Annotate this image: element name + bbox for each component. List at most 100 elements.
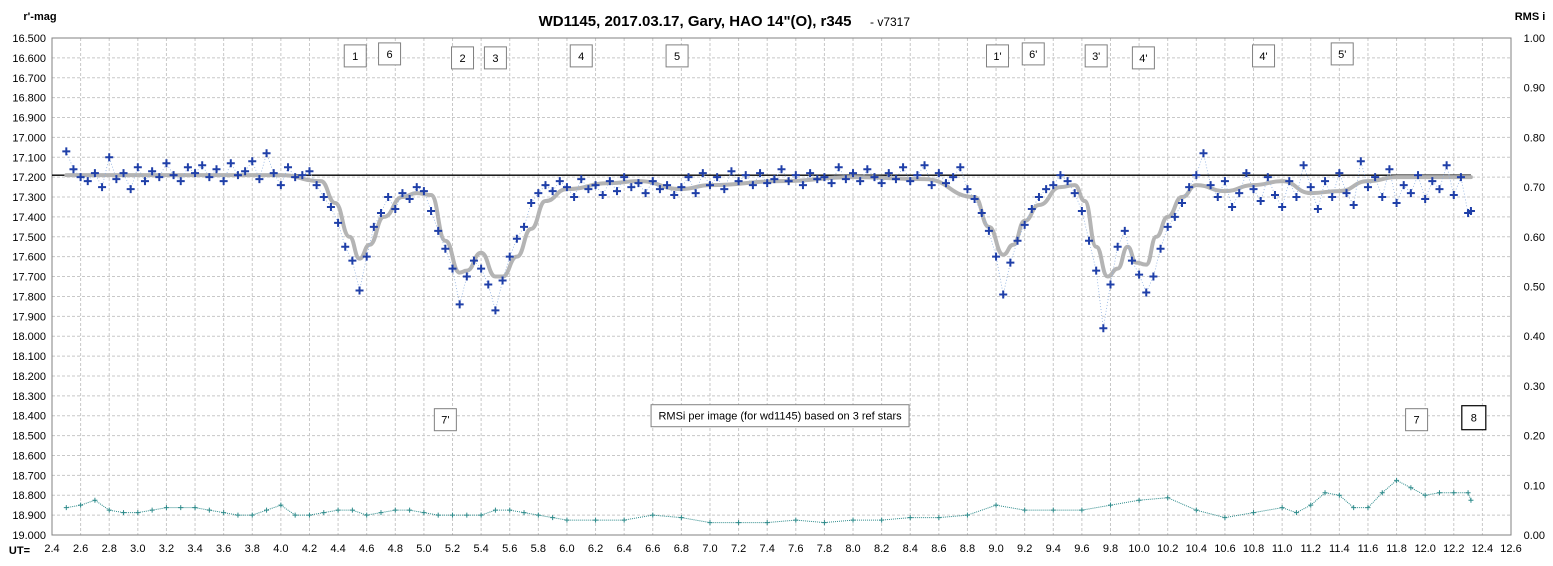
data-point [226,159,235,168]
data-point [984,226,993,235]
data-point [1313,204,1322,213]
y-tick-label: 17.100 [12,152,46,164]
x-tick-label: 3.8 [245,543,260,555]
data-point [112,175,121,184]
data-point [605,177,614,186]
data-point [763,179,772,188]
x-tick-label: 2.8 [102,543,117,555]
data-point [1013,236,1022,245]
data-point [527,199,536,208]
data-point [1392,199,1401,208]
tick-labels-layer: 2.4 2.6 2.8 3.0 3.2 3.4 3.6 3.8 4.0 4.2 4.4 4.6 4.8 5… [12,33,1545,555]
data-point [1106,280,1115,289]
rms-point [1222,515,1228,521]
data-point [405,195,414,204]
data-point [1414,171,1423,180]
x-tick-label: 4.4 [330,543,345,555]
x-tick-label: 9.2 [1017,543,1032,555]
data-point [1020,220,1029,229]
y-tick-label: 18.100 [12,351,46,363]
data-point [1235,189,1244,198]
x-tick-label: 12.2 [1443,543,1464,555]
x-tick-label: 10.4 [1186,543,1207,555]
x-tick-label: 3.0 [130,543,145,555]
data-point [1085,236,1094,245]
x-tick-label: 10.2 [1157,543,1178,555]
data-point [355,286,364,295]
data-point [1092,266,1101,275]
data-point [133,163,142,172]
data-point [705,181,714,190]
data-point [1213,193,1222,202]
rms-point [407,507,413,513]
data-point [877,179,886,188]
data-point [999,290,1008,299]
rms-point [850,517,856,523]
annotation-box [650,404,910,428]
data-point [1285,177,1294,186]
dip-marker-box [1330,42,1354,66]
data-point [126,185,135,194]
data-point [262,149,271,158]
data-point [233,171,242,180]
x-tick-label: 7.6 [788,543,803,555]
rms-point [450,512,456,518]
data-point [219,177,228,186]
dip-marker-box [569,44,593,68]
data-point [434,226,443,235]
y2-tick-label: 0.40 [1524,331,1545,343]
data-point [1228,202,1237,211]
data-point [770,175,779,184]
dip-marker-box [451,46,475,70]
rms-point [1336,492,1342,498]
x-tick-label: 4.6 [359,543,374,555]
data-point [691,189,700,198]
data-point [448,264,457,273]
dip-marker-label: 4' [1139,53,1147,65]
data-point [698,169,707,178]
data-point [927,181,936,190]
x-tick-label: 4.0 [273,543,288,555]
rms-point [1408,485,1414,491]
data-point [1206,181,1215,190]
dip-marker-label: 7 [1414,415,1420,427]
data-point [1070,189,1079,198]
data-point [398,189,407,198]
x-tick-label: 9.0 [988,543,1003,555]
data-point [62,147,71,156]
data-point [191,169,200,178]
rms-point [1293,510,1299,516]
y-tick-label: 16.700 [12,73,46,85]
dip-marker-label: 4 [578,51,584,63]
y-tick-label: 18.500 [12,431,46,443]
data-point [491,306,500,315]
rms-point [1322,490,1328,496]
rms-point [1436,490,1442,496]
data-point [884,169,893,178]
rms-point [435,512,441,518]
rms-point [507,507,513,513]
data-point [76,173,85,182]
rms-point [936,515,942,521]
data-point [284,163,293,172]
data-point [555,177,564,186]
rms-point [364,512,370,518]
data-point [241,167,250,176]
rms-point [1165,495,1171,501]
x-tick-label: 7.8 [817,543,832,555]
dip-marker-label: 4' [1259,51,1267,63]
x-tick-label: 10.8 [1243,543,1264,555]
data-point [319,193,328,202]
data-point [348,256,357,265]
x-tick-label: 5.8 [531,543,546,555]
rms-point [206,507,212,513]
data-point [727,167,736,176]
data-point [1421,195,1430,204]
x-tick-label: 8.0 [845,543,860,555]
rms-point [1136,497,1142,503]
rms-point [92,497,98,503]
rms-point [478,512,484,518]
data-point [1456,173,1465,182]
data-point [1056,171,1065,180]
